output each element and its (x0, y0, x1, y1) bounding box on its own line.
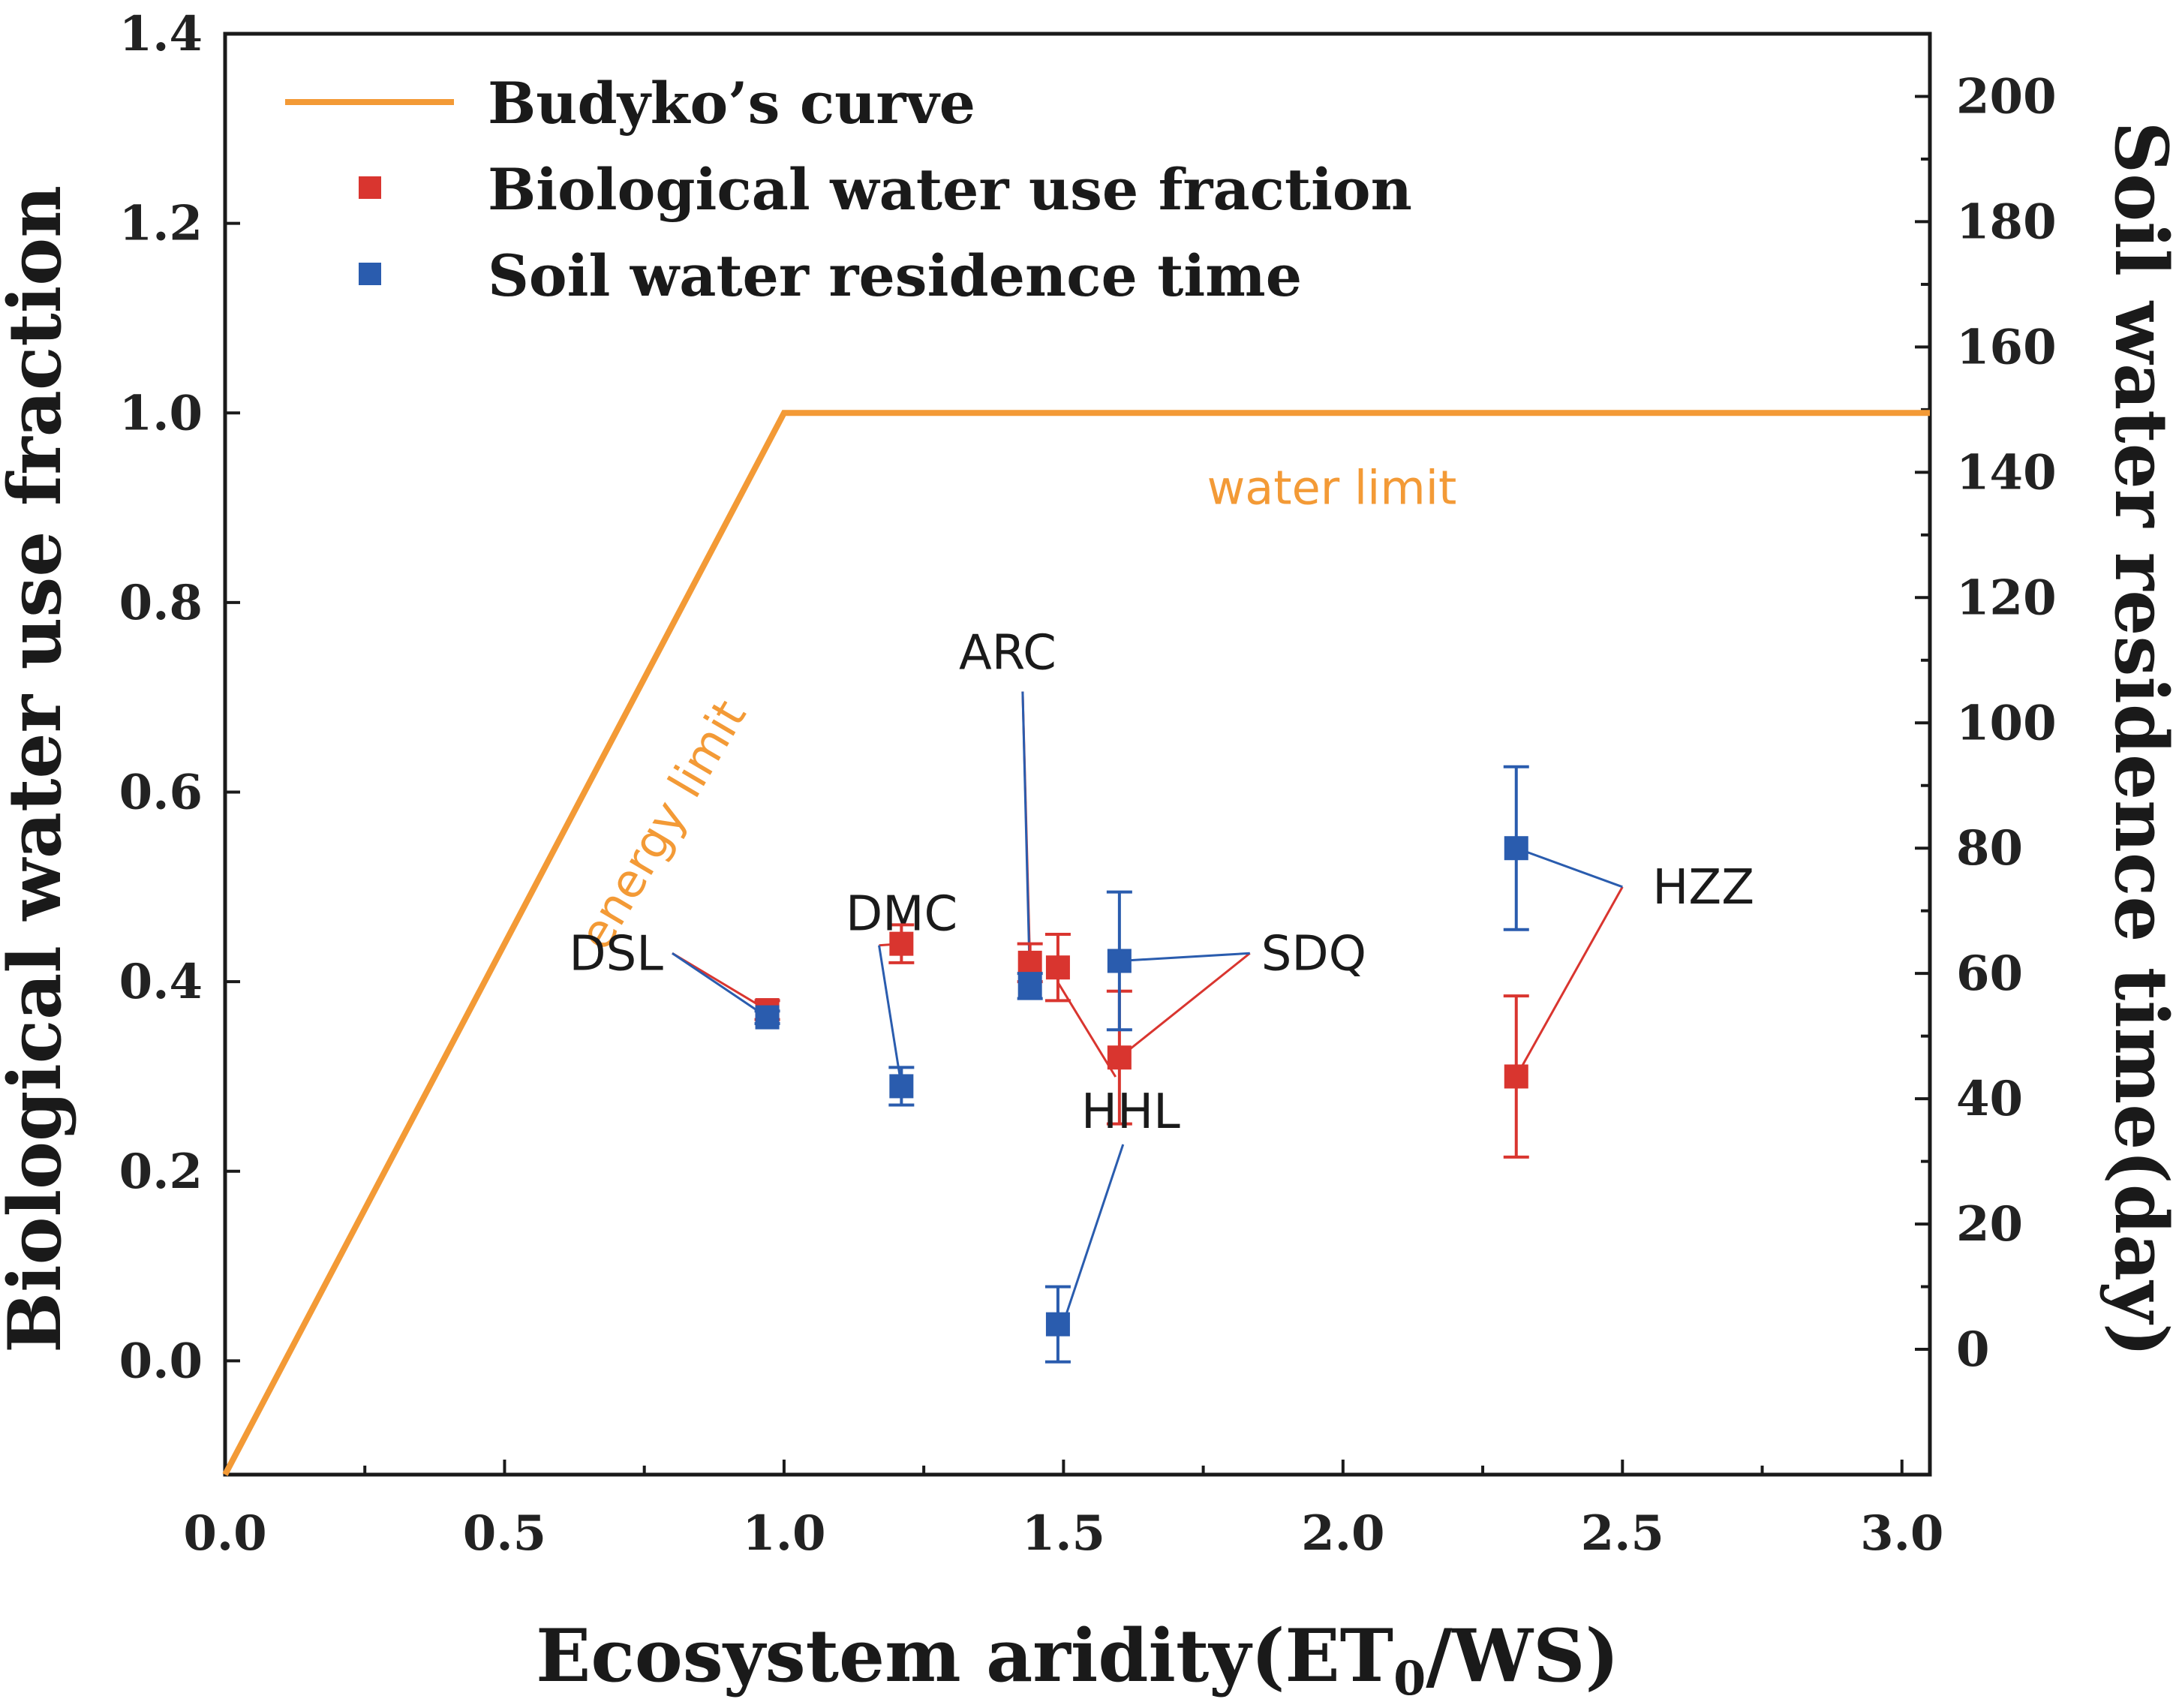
site-label-hzz: HZZ (1652, 860, 1754, 916)
marker (1045, 955, 1070, 980)
x-tick-label: 2.0 (1301, 1505, 1384, 1562)
marker (1107, 949, 1132, 973)
connector-hzz-soil (1516, 846, 1623, 889)
point-hzz-soil (1503, 765, 1529, 931)
marker (1045, 1312, 1070, 1337)
point-sdq-soil (1106, 890, 1132, 1032)
point-hzz-bio (1503, 994, 1529, 1159)
y-right-tick-label: 120 (1956, 570, 2057, 626)
x-tick-label: 0.5 (463, 1505, 546, 1562)
y-right-tick-label: 40 (1956, 1071, 2023, 1127)
site-label-arc: ARC (959, 626, 1056, 681)
y-right-tick-label: 180 (1956, 194, 2057, 250)
y-left-tick-label: 0.6 (119, 765, 203, 821)
connector-sdq-soil (1119, 952, 1250, 962)
y-left-tick-label: 1.4 (119, 6, 203, 62)
point-dmc-bio (888, 923, 915, 964)
y-left-tick-label: 0.2 (119, 1144, 203, 1200)
point-dsl-soil (754, 1005, 780, 1030)
point-hhl-soil (1044, 1285, 1071, 1364)
legend: Budyko’s curve Biological water use fract… (285, 70, 1412, 309)
budyko-curve: energy limit water limit (222, 410, 1930, 1476)
marker (889, 931, 914, 956)
x-axis-title: Ecosystem aridity(ET0/WS) (536, 1613, 1619, 1706)
y-left-axis-title: Biological water use fraction (0, 185, 77, 1353)
plot-frame: 0.0 0.5 1.0 1.5 2.0 2.5 3.0 0.0 0.2 0.4 0.6 0.8 1.0 1… (119, 6, 2057, 1562)
marker (1107, 1045, 1132, 1070)
legend-square-swatch (359, 176, 381, 199)
y-right-tick-label: 80 (1956, 820, 2023, 877)
data-points (754, 765, 1529, 1364)
y-left-tick-label: 0.4 (119, 954, 203, 1010)
x-tick-label: 3.0 (1860, 1505, 1943, 1562)
connector-hzz-bio (1515, 886, 1624, 1078)
y-right-tick-label: 100 (1956, 695, 2057, 751)
y-right-tick-label: 200 (1956, 68, 2057, 125)
connector-hhl-bio (1056, 982, 1117, 1078)
energy-limit-label: energy limit (568, 690, 757, 959)
connector-dsl-soil (672, 952, 768, 1018)
legend-label: Budyko’s curve (488, 70, 975, 137)
legend-square-swatch (359, 263, 381, 285)
budyko-line (222, 410, 1930, 1476)
x-tick-label: 1.0 (742, 1505, 825, 1562)
connector-dmc-soil (878, 945, 903, 1087)
y-right-tick-label: 0 (1956, 1322, 1990, 1378)
connector-arc-soil (1021, 691, 1032, 986)
marker (1017, 950, 1042, 975)
point-arc-soil (1017, 972, 1043, 1000)
marker (1504, 1064, 1528, 1089)
site-labels: DSL DMC ARC HHL SDQ HZZ (569, 626, 1754, 1140)
y-left-tick-label: 0.0 (119, 1333, 203, 1389)
site-label-dsl: DSL (569, 926, 663, 982)
site-connectors (672, 691, 1624, 1318)
site-label-hhl: HHL (1081, 1084, 1180, 1140)
marker (889, 1074, 914, 1099)
site-label-dmc: DMC (846, 887, 957, 943)
site-label-sdq: SDQ (1261, 926, 1366, 982)
y-right-tick-label: 140 (1956, 444, 2057, 501)
y-right-tick-label: 60 (1956, 946, 2023, 1002)
point-dmc-soil (888, 1066, 915, 1107)
y-left-tick-label: 0.8 (119, 575, 203, 631)
marker (1017, 973, 1042, 998)
axis-labels: Ecosystem aridity(ET0/WS) Biological wate… (0, 122, 2179, 1706)
y-left-tick-label: 1.0 (119, 385, 203, 441)
x-tick-label: 2.5 (1581, 1505, 1664, 1562)
y-left-tick-label: 1.2 (119, 196, 203, 252)
legend-label: Biological water use fraction (488, 156, 1412, 223)
connector-hhl-soil (1064, 1144, 1125, 1318)
y-right-axis-title: Soil water residence time(day) (2099, 122, 2179, 1358)
x-tick-label: 0.0 (183, 1505, 266, 1562)
legend-label: Soil water residence time (488, 242, 1302, 309)
connector-sdq-bio (1118, 952, 1251, 1059)
plot-border (223, 32, 1932, 1477)
x-tick-label: 1.5 (1022, 1505, 1105, 1562)
point-hhl-bio (1044, 933, 1071, 1003)
marker (755, 1005, 780, 1030)
y-right-tick-label: 160 (1956, 319, 2057, 375)
marker (1504, 836, 1528, 861)
y-right-tick-label: 20 (1956, 1196, 2023, 1252)
water-limit-label: water limit (1207, 460, 1457, 515)
